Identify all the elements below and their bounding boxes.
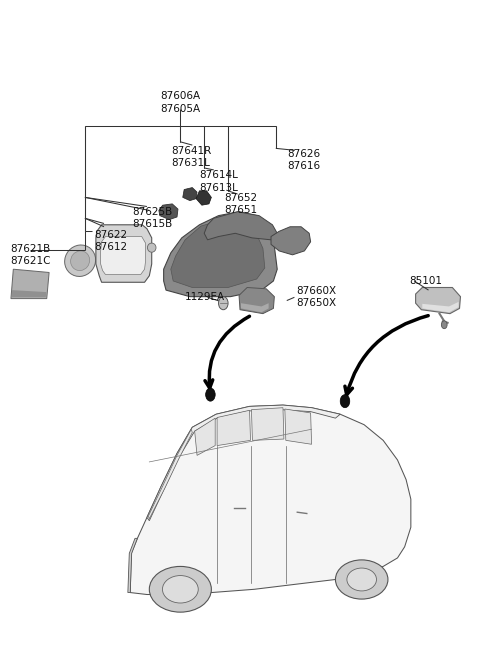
Polygon shape	[164, 212, 277, 297]
Ellipse shape	[347, 568, 376, 591]
Circle shape	[218, 297, 228, 310]
Circle shape	[205, 388, 215, 401]
Polygon shape	[239, 287, 275, 314]
Text: 1129EA: 1129EA	[185, 293, 225, 302]
Polygon shape	[241, 303, 269, 312]
Text: 87626
87616: 87626 87616	[287, 149, 320, 171]
Text: 87614L
87613L: 87614L 87613L	[199, 171, 238, 193]
Polygon shape	[416, 287, 460, 314]
Text: 87606A
87605A: 87606A 87605A	[160, 91, 201, 114]
Polygon shape	[12, 290, 46, 297]
Polygon shape	[252, 407, 284, 440]
Polygon shape	[422, 302, 458, 312]
Text: 87622
87612: 87622 87612	[95, 230, 128, 253]
Polygon shape	[217, 410, 251, 445]
Polygon shape	[130, 405, 411, 594]
Text: 87641R
87631L: 87641R 87631L	[171, 146, 211, 168]
Ellipse shape	[65, 245, 96, 276]
Text: 85101: 85101	[409, 276, 443, 286]
Text: 87625B
87615B: 87625B 87615B	[132, 207, 173, 230]
Text: 87652
87651: 87652 87651	[225, 193, 258, 215]
Polygon shape	[171, 221, 265, 287]
Polygon shape	[11, 269, 49, 298]
Text: 87621B
87621C: 87621B 87621C	[10, 243, 50, 266]
Polygon shape	[101, 237, 145, 274]
Ellipse shape	[147, 243, 156, 252]
Polygon shape	[271, 227, 311, 255]
Ellipse shape	[71, 251, 90, 270]
Text: 87660X
87650X: 87660X 87650X	[296, 286, 336, 308]
Polygon shape	[128, 539, 137, 592]
Ellipse shape	[149, 566, 211, 612]
Ellipse shape	[336, 560, 388, 599]
Polygon shape	[96, 225, 152, 282]
Polygon shape	[195, 418, 215, 455]
Polygon shape	[204, 212, 277, 240]
Polygon shape	[196, 191, 211, 205]
Polygon shape	[285, 409, 312, 444]
Polygon shape	[148, 429, 192, 519]
Polygon shape	[159, 204, 178, 220]
Circle shape	[442, 321, 447, 329]
Circle shape	[340, 395, 350, 407]
Ellipse shape	[162, 575, 198, 603]
Polygon shape	[183, 188, 197, 201]
Polygon shape	[147, 405, 340, 521]
